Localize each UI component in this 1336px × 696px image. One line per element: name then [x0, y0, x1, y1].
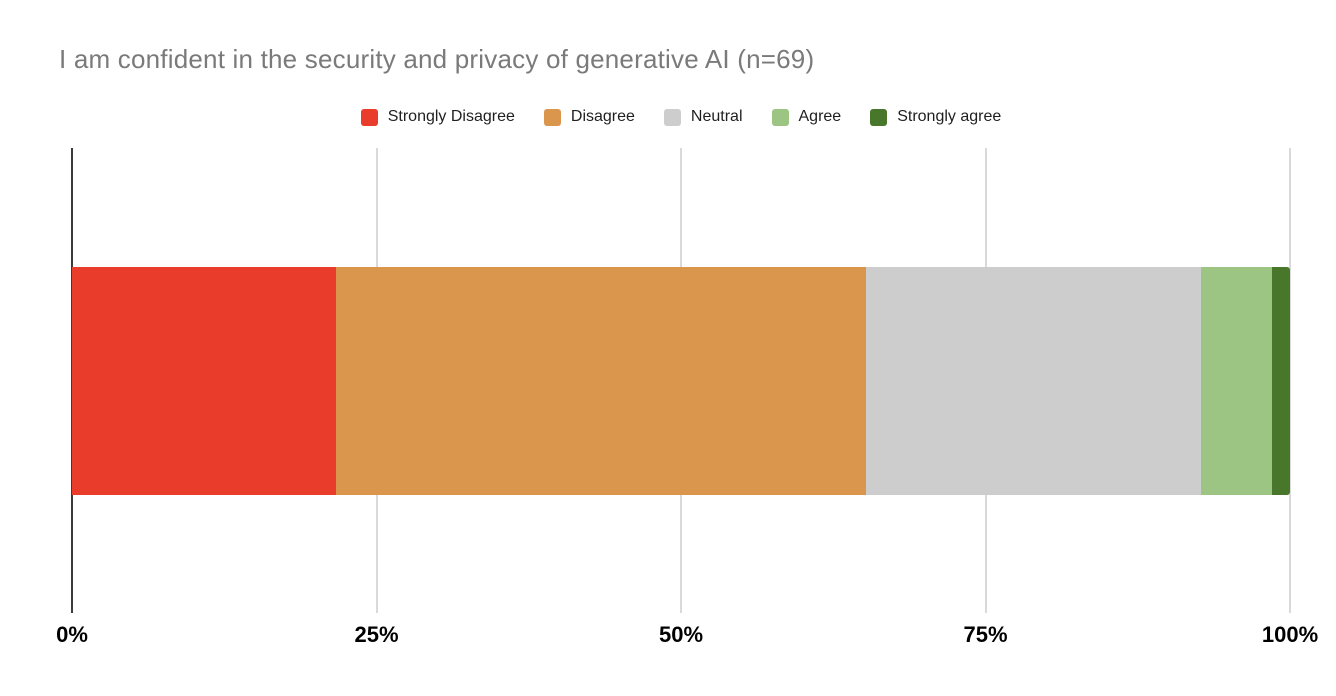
- stacked-bar: [72, 267, 1290, 495]
- x-tick-75: 75%: [963, 622, 1008, 647]
- legend-swatch-icon: [771, 108, 789, 126]
- legend-swatch-icon: [543, 108, 561, 126]
- x-axis-labels: 0% 25% 50% 75% 100%: [56, 622, 1318, 652]
- legend-item-disagree: Disagree: [543, 108, 635, 126]
- legend-label: Strongly agree: [897, 108, 1002, 125]
- legend: Strongly Disagree Disagree Neutral Agree…: [72, 104, 1290, 130]
- legend-swatch-icon: [870, 108, 888, 126]
- x-tick-25: 25%: [354, 622, 399, 647]
- x-tick-100: 100%: [1261, 622, 1319, 647]
- legend-label: Neutral: [690, 108, 743, 125]
- legend-item-strongly-disagree: Strongly Disagree: [360, 108, 515, 126]
- bar-segment-disagree[interactable]: [336, 267, 867, 495]
- bar-segment-strongly-agree[interactable]: [1271, 267, 1290, 495]
- bar-segment-strongly-disagree[interactable]: [72, 267, 337, 495]
- legend-item-agree: Agree: [771, 108, 842, 126]
- legend-item-neutral: Neutral: [663, 108, 743, 126]
- bar-segment-neutral[interactable]: [866, 267, 1202, 495]
- x-tick-50: 50%: [658, 622, 704, 647]
- chart-title: I am confident in the security and priva…: [59, 44, 815, 74]
- legend-swatch-icon: [360, 108, 378, 126]
- x-tick-0: 0%: [56, 622, 88, 647]
- legend-label: Agree: [798, 108, 842, 125]
- plot-area: [71, 148, 1291, 613]
- legend-swatch-icon: [663, 108, 681, 126]
- gridline-100: [1289, 148, 1291, 613]
- legend-label: Disagree: [570, 108, 635, 125]
- bar-segment-agree[interactable]: [1201, 267, 1272, 495]
- legend-label: Strongly Disagree: [387, 108, 515, 125]
- legend-item-strongly-agree: Strongly agree: [870, 108, 1001, 126]
